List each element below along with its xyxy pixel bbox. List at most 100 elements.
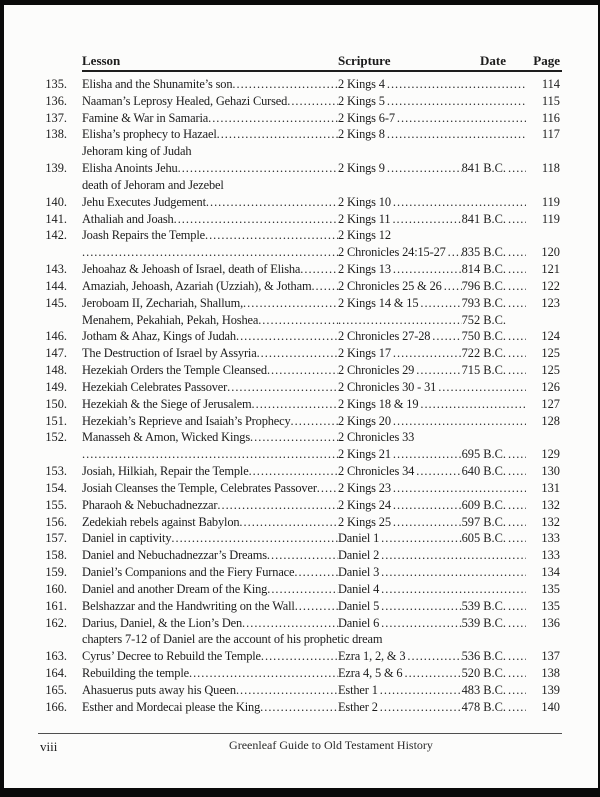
dot-leader (393, 480, 526, 497)
toc-row: 144. Amaziah, Jehoash, Azariah (Uzziah), … (38, 278, 562, 295)
reference-cell: Daniel 5 539 B.C. 135 (338, 598, 562, 615)
scripture-reference: 2 Kings 4 (338, 77, 385, 91)
running-book-title: Greenleaf Guide to Old Testament History (229, 738, 433, 752)
lesson-title: Joash Repairs the Temple (82, 228, 205, 243)
lesson-title: Hezekiah’s Reprieve and Isaiah’s Prophec… (82, 413, 291, 428)
dot-leader (236, 328, 338, 345)
dot-leader (387, 93, 526, 110)
dot-leader (508, 648, 526, 665)
date-value: 536 B.C. (461, 649, 506, 664)
reference-cell: Daniel 2 133 (338, 547, 562, 564)
dot-leader (267, 547, 338, 564)
page-number: 121 (541, 262, 560, 277)
toc-row: 140. Jehu Executes Judgement 2 Kings 10 119 (38, 194, 562, 211)
lesson-number: 153. (45, 464, 67, 479)
page-number: 132 (541, 514, 560, 529)
date-value: 841 B.C. (461, 211, 506, 226)
lesson-title-cell: Athaliah and Joash (82, 211, 338, 228)
toc-rows: 135. Elisha and the Shunamite’s son 2 King… (38, 76, 562, 715)
scripture-reference: 2 Chronicles 24:15-27 (338, 245, 446, 260)
lesson-number: 166. (45, 699, 67, 714)
lesson-title: Famine & War in Samaria (82, 110, 209, 125)
toc-content: Lesson Scripture Date Page 135. Elisha an… (38, 53, 562, 715)
scripture-reference: Daniel 5 (338, 598, 380, 613)
dot-leader (189, 665, 338, 682)
lesson-number: 145. (45, 295, 67, 310)
lesson-number: 149. (45, 379, 67, 394)
dot-leader (508, 211, 526, 228)
dot-leader (508, 295, 526, 312)
dot-leader (174, 211, 338, 228)
toc-row: 161. Belshazzar and the Handwriting on th… (38, 598, 562, 615)
dot-leader (393, 261, 462, 278)
page-number: 136 (541, 615, 560, 630)
dot-leader (250, 429, 338, 446)
toc-row: 142. Joash Repairs the Temple 2 Kings 12 (38, 227, 562, 244)
reference-cell: 2 Kings 24 609 B.C. 132 (338, 497, 562, 514)
date-value: 539 B.C. (461, 598, 506, 613)
lesson-title-cell (82, 446, 338, 463)
reference-cell: Ezra 1, 2, & 3 536 B.C. 137 (338, 648, 562, 665)
lesson-title-cell: Daniel and Nebuchadnezzar’s Dreams (82, 547, 338, 564)
reference-cell: 2 Chronicles 30 - 31 126 (338, 379, 562, 396)
dot-leader (82, 446, 338, 463)
page-number: 119 (541, 211, 560, 226)
lesson-title-cell: Darius, Daniel, & the Lion’s Den (82, 615, 338, 632)
lesson-number: 156. (45, 514, 67, 529)
dot-leader (178, 160, 338, 177)
reference-cell: 2 Chronicles 34 640 B.C. 130 (338, 463, 562, 480)
reference-cell: 2 Kings 9 841 B.C. 118 (338, 160, 562, 177)
lesson-number: 157. (45, 531, 67, 546)
toc-row: 143. Jehoahaz & Jehoash of Israel, death … (38, 261, 562, 278)
toc-row: 146. Jotham & Ahaz, Kings of Judah 2 Chron… (38, 328, 562, 345)
date-value: 750 B.C. (461, 329, 506, 344)
lesson-title-cell: Jeroboam II, Zechariah, Shallum, (82, 295, 338, 312)
dot-leader (508, 261, 526, 278)
dot-leader (381, 547, 526, 564)
dot-leader (267, 581, 338, 598)
reference-cell: Ezra 4, 5 & 6 520 B.C. 138 (338, 665, 562, 682)
lesson-number: 143. (45, 262, 67, 277)
date-value: 715 B.C. (461, 363, 506, 378)
scripture-reference: 2 Kings 11 (338, 211, 391, 226)
lesson-title: Menahem, Pekahiah, Pekah, Hoshea (82, 312, 259, 327)
dot-leader (171, 530, 338, 547)
dot-leader (82, 244, 338, 261)
page-number: 126 (541, 379, 560, 394)
dot-leader (206, 194, 338, 211)
dot-leader (294, 564, 338, 581)
page-number: 135 (541, 598, 560, 613)
reference-cell: 2 Kings 14 & 15 793 B.C. 123 (338, 295, 562, 312)
dot-leader (420, 396, 526, 413)
dot-leader (257, 345, 338, 362)
lesson-title-cell (82, 244, 338, 261)
lesson-number: 147. (45, 346, 67, 361)
dot-leader (508, 665, 526, 682)
lesson-title: Ahasuerus puts away his Queen (82, 682, 236, 697)
lesson-number: 165. (45, 682, 67, 697)
reference-cell: 2 Chronicles 27-28 750 B.C. 124 (338, 328, 562, 345)
lesson-title: Josiah Cleanses the Temple, Celebrates P… (82, 480, 317, 495)
lesson-title: Rebuilding the temple (82, 665, 189, 680)
lesson-title-cell: Ahasuerus puts away his Queen (82, 682, 338, 699)
lesson-number: 164. (45, 665, 67, 680)
dot-leader (387, 76, 526, 93)
page-number: 130 (541, 464, 560, 479)
lesson-number: 138. (45, 127, 67, 142)
lesson-title: Daniel in captivity (82, 531, 172, 546)
lesson-title-cell: Naaman’s Leprosy Healed, Gehazi Cursed (82, 93, 338, 110)
dot-leader (508, 699, 526, 716)
dot-leader (393, 514, 462, 531)
scripture-reference: 2 Kings 10 (338, 194, 391, 209)
reference-cell: 2 Kings 12 (338, 227, 562, 244)
scripture-reference: 2 Kings 14 & 15 (338, 295, 419, 310)
lesson-number: 158. (45, 548, 67, 563)
toc-row: 159. Daniel’s Companions and the Fiery Fu… (38, 564, 562, 581)
dot-leader (381, 581, 526, 598)
scripture-reference: 2 Chronicles 25 & 26 (338, 278, 442, 293)
reference-cell: Daniel 1 605 B.C. 133 (338, 530, 562, 547)
date-value: 814 B.C. (461, 262, 506, 277)
date-value: 695 B.C. (461, 447, 506, 462)
dot-leader (249, 463, 338, 480)
lesson-title: Elisha Anoints Jehu (82, 161, 178, 176)
